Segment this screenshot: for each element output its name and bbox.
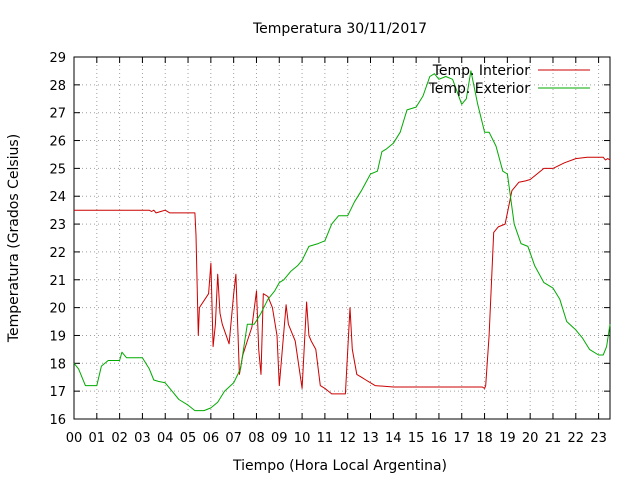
x-tick-label: 13 bbox=[362, 431, 379, 446]
y-tick-label: 18 bbox=[49, 357, 66, 372]
x-tick-label: 01 bbox=[89, 431, 106, 446]
x-tick-label: 08 bbox=[248, 431, 265, 446]
x-tick-label: 23 bbox=[590, 431, 607, 446]
x-tick-label: 02 bbox=[111, 431, 128, 446]
y-tick-label: 17 bbox=[49, 385, 66, 400]
x-tick-label: 10 bbox=[294, 431, 311, 446]
y-tick-label: 21 bbox=[49, 274, 66, 289]
y-axis-title: Temperatura (Grados Celsius) bbox=[6, 134, 22, 343]
plot-border bbox=[73, 56, 611, 420]
grid bbox=[74, 57, 610, 419]
legend: Temp. Interior Temp. Exterior bbox=[428, 63, 590, 97]
series-line-exterior bbox=[73, 70, 611, 412]
x-tick-label: 21 bbox=[545, 431, 562, 446]
y-tick-label: 24 bbox=[49, 190, 66, 205]
y-tick-label: 27 bbox=[49, 107, 66, 122]
x-tick-label: 00 bbox=[66, 431, 83, 446]
x-tick-label: 09 bbox=[271, 431, 288, 446]
y-tick-label: 22 bbox=[49, 246, 66, 261]
y-tick-label: 26 bbox=[49, 135, 66, 150]
chart-title: Temperatura 30/11/2017 bbox=[252, 21, 427, 37]
x-tick-label: 05 bbox=[180, 431, 197, 446]
y-tick-label: 28 bbox=[49, 79, 66, 94]
axis-ticks: 16 17 18 19 20 21 22 23 24 25 26 27 28 29 00 01 02 03 04 05… bbox=[49, 51, 610, 446]
x-axis-title: Tiempo (Hora Local Argentina) bbox=[232, 458, 447, 474]
y-tick-label: 19 bbox=[49, 329, 66, 344]
y-tick-label: 23 bbox=[49, 218, 66, 233]
x-tick-label: 16 bbox=[431, 431, 448, 446]
x-tick-label: 06 bbox=[203, 431, 220, 446]
y-tick-label: 25 bbox=[49, 162, 66, 177]
y-tick-label: 20 bbox=[49, 302, 66, 317]
x-tick-label: 11 bbox=[317, 431, 334, 446]
x-tick-label: 15 bbox=[408, 431, 425, 446]
x-tick-label: 07 bbox=[225, 431, 242, 446]
y-tick-label: 16 bbox=[49, 413, 66, 428]
x-tick-label: 20 bbox=[522, 431, 539, 446]
x-tick-label: 19 bbox=[499, 431, 516, 446]
series-line-interior bbox=[74, 156, 611, 395]
legend-label-interior: Temp. Interior bbox=[432, 63, 531, 79]
x-tick-label: 03 bbox=[134, 431, 151, 446]
x-tick-label: 12 bbox=[339, 431, 356, 446]
x-tick-label: 22 bbox=[568, 431, 585, 446]
legend-label-exterior: Temp. Exterior bbox=[428, 81, 531, 97]
series-layer bbox=[73, 70, 611, 412]
x-tick-label: 04 bbox=[157, 431, 174, 446]
x-tick-label: 14 bbox=[385, 431, 402, 446]
x-tick-label: 18 bbox=[476, 431, 493, 446]
x-tick-label: 17 bbox=[453, 431, 470, 446]
y-tick-label: 29 bbox=[49, 51, 66, 66]
